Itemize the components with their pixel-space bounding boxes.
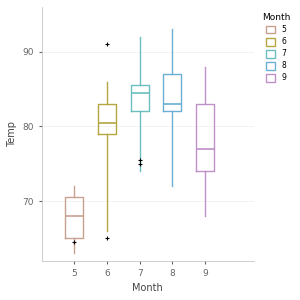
X-axis label: Month: Month <box>132 283 163 293</box>
Legend: 5, 6, 7, 8, 9: 5, 6, 7, 8, 9 <box>260 11 293 85</box>
Y-axis label: Temp: Temp <box>7 121 17 147</box>
